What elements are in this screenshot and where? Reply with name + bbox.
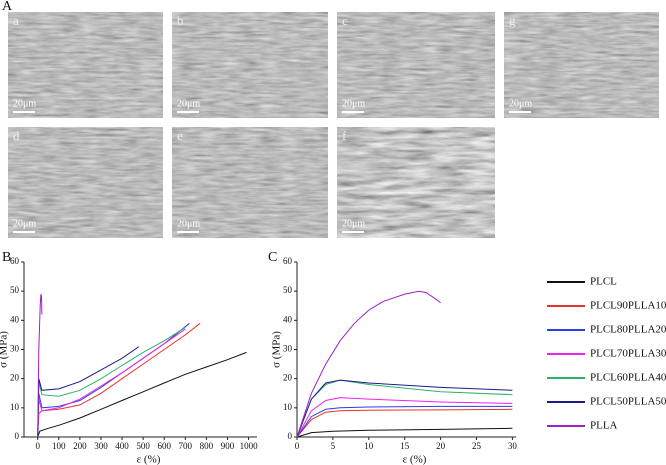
sem-image — [337, 12, 495, 118]
scale-label: 20μm — [177, 98, 200, 109]
scale-label: 20μm — [13, 98, 36, 109]
image-label: f — [342, 128, 347, 143]
series-line — [296, 379, 513, 438]
y-tick-label: 30 — [10, 344, 20, 354]
legend-label: PLCL90PLLA10 — [590, 300, 666, 312]
image-label: a — [13, 13, 19, 28]
panel-label: C — [268, 250, 277, 265]
y-tick-label: 0 — [15, 431, 20, 441]
y-tick-label: 20 — [283, 373, 293, 383]
panel-label: A — [2, 0, 13, 14]
y-tick-label: 40 — [10, 314, 20, 324]
y-tick-label: 10 — [10, 402, 20, 412]
series-line — [37, 351, 247, 438]
series-line — [37, 322, 201, 438]
y-tick-label: 50 — [10, 285, 20, 295]
panel-label: B — [2, 250, 11, 265]
x-axis-label: ε (%) — [403, 454, 427, 465]
series-line — [37, 327, 186, 438]
sem-image — [504, 12, 659, 118]
sem-image — [8, 12, 163, 118]
x-tick-label: 600 — [157, 441, 171, 451]
series-line — [37, 346, 140, 438]
legend-label: PLCL70PLLA30 — [590, 348, 666, 360]
scale-label: 20μm — [177, 218, 200, 229]
image-label: b — [177, 13, 184, 28]
y-tick-label: 60 — [283, 256, 293, 266]
x-tick-label: 100 — [52, 441, 66, 451]
y-axis-label: σ (MPa) — [271, 331, 283, 368]
series-line — [296, 397, 513, 438]
y-tick-label: 50 — [283, 285, 293, 295]
x-tick-label: 500 — [136, 441, 150, 451]
series-line — [37, 322, 190, 438]
sem-image — [8, 127, 163, 238]
scale-label: 20μm — [342, 98, 365, 109]
legend-label: PLCL80PLLA20 — [590, 324, 666, 336]
x-axis-label: ε (%) — [137, 454, 161, 465]
legend-label: PLCL50PLLA50 — [590, 396, 666, 408]
y-tick-label: 10 — [283, 402, 293, 412]
scale-label: 20μm — [13, 218, 36, 229]
x-tick-label: 20 — [436, 441, 446, 451]
x-tick-label: 700 — [179, 441, 193, 451]
y-tick-label: 0 — [288, 431, 293, 441]
y-tick-label: 20 — [10, 373, 20, 383]
x-tick-label: 0 — [295, 441, 300, 451]
image-label: e — [177, 128, 183, 143]
series-line — [296, 405, 513, 438]
x-tick-label: 1000 — [240, 441, 259, 451]
series-line — [37, 293, 43, 438]
x-tick-label: 300 — [94, 441, 108, 451]
x-tick-label: 25 — [472, 441, 482, 451]
scale-label: 20μm — [342, 218, 365, 229]
x-tick-label: 400 — [115, 441, 129, 451]
x-tick-label: 30 — [508, 441, 518, 451]
y-axis-label: σ (MPa) — [0, 331, 10, 368]
series-line — [37, 328, 186, 438]
x-tick-label: 5 — [331, 441, 336, 451]
x-tick-label: 10 — [364, 441, 374, 451]
series-line — [296, 408, 513, 438]
x-tick-label: 800 — [200, 441, 214, 451]
y-tick-label: 40 — [283, 314, 293, 324]
legend-label: PLCL60PLLA40 — [590, 372, 666, 384]
legend-label: PLLA — [590, 420, 618, 432]
legend-label: PLCL — [590, 276, 617, 288]
series-line — [296, 427, 513, 438]
x-tick-label: 15 — [400, 441, 410, 451]
sem-image — [337, 127, 495, 238]
sem-image — [172, 127, 328, 238]
image-label: g — [509, 13, 516, 28]
x-tick-label: 200 — [73, 441, 87, 451]
y-tick-label: 60 — [10, 256, 20, 266]
x-tick-label: 900 — [221, 441, 235, 451]
x-tick-label: 0 — [35, 441, 40, 451]
sem-image — [172, 12, 328, 118]
image-label: c — [342, 13, 348, 28]
y-tick-label: 30 — [283, 344, 293, 354]
scale-label: 20μm — [509, 98, 532, 109]
image-label: d — [13, 128, 20, 143]
series-line — [296, 290, 441, 438]
